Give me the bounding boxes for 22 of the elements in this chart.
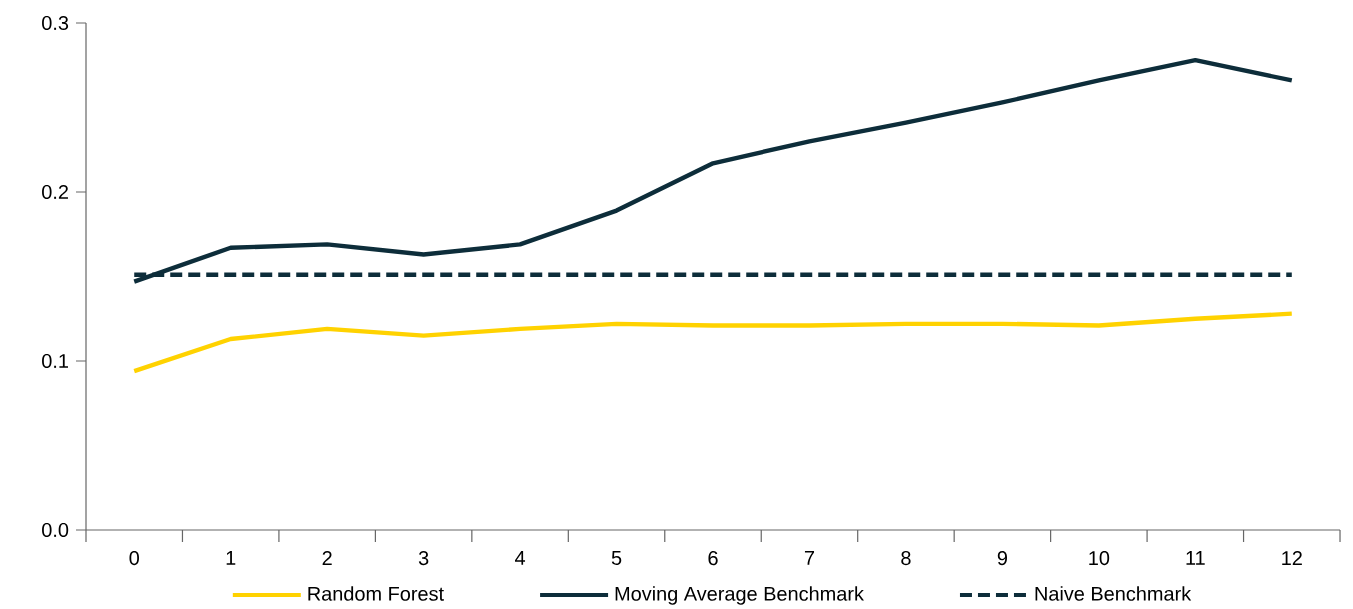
x-tick-label: 1 [226,551,236,565]
x-tick-label: 10 [1089,551,1110,566]
x-tick-label: 11 [1186,551,1205,565]
legend-label: Moving Average Benchmark [615,586,864,605]
line-series [132,311,1294,374]
legend-label: Random Forest [308,586,444,601]
x-tick-label: 9 [997,551,1008,566]
x-tick-label: 4 [515,551,526,565]
x-tick-label: 2 [322,551,332,565]
x-tick-label: 12 [1282,551,1302,565]
x-tick-label: 6 [708,551,718,566]
y-tick-label: 0.3 [42,15,69,31]
x-tick-label: 0 [129,551,139,566]
x-tick-label: 5 [611,551,622,565]
legend-label: Naive Benchmark [1035,586,1192,601]
y-tick-label: 0.2 [42,184,68,200]
line-series [132,57,1294,284]
x-tick-label: 3 [418,551,429,566]
x-tick-label: 8 [901,551,911,566]
y-tick-label: 0.0 [42,522,69,538]
y-tick-label: 0.1 [42,353,68,369]
x-tick-label: 7 [804,551,815,565]
